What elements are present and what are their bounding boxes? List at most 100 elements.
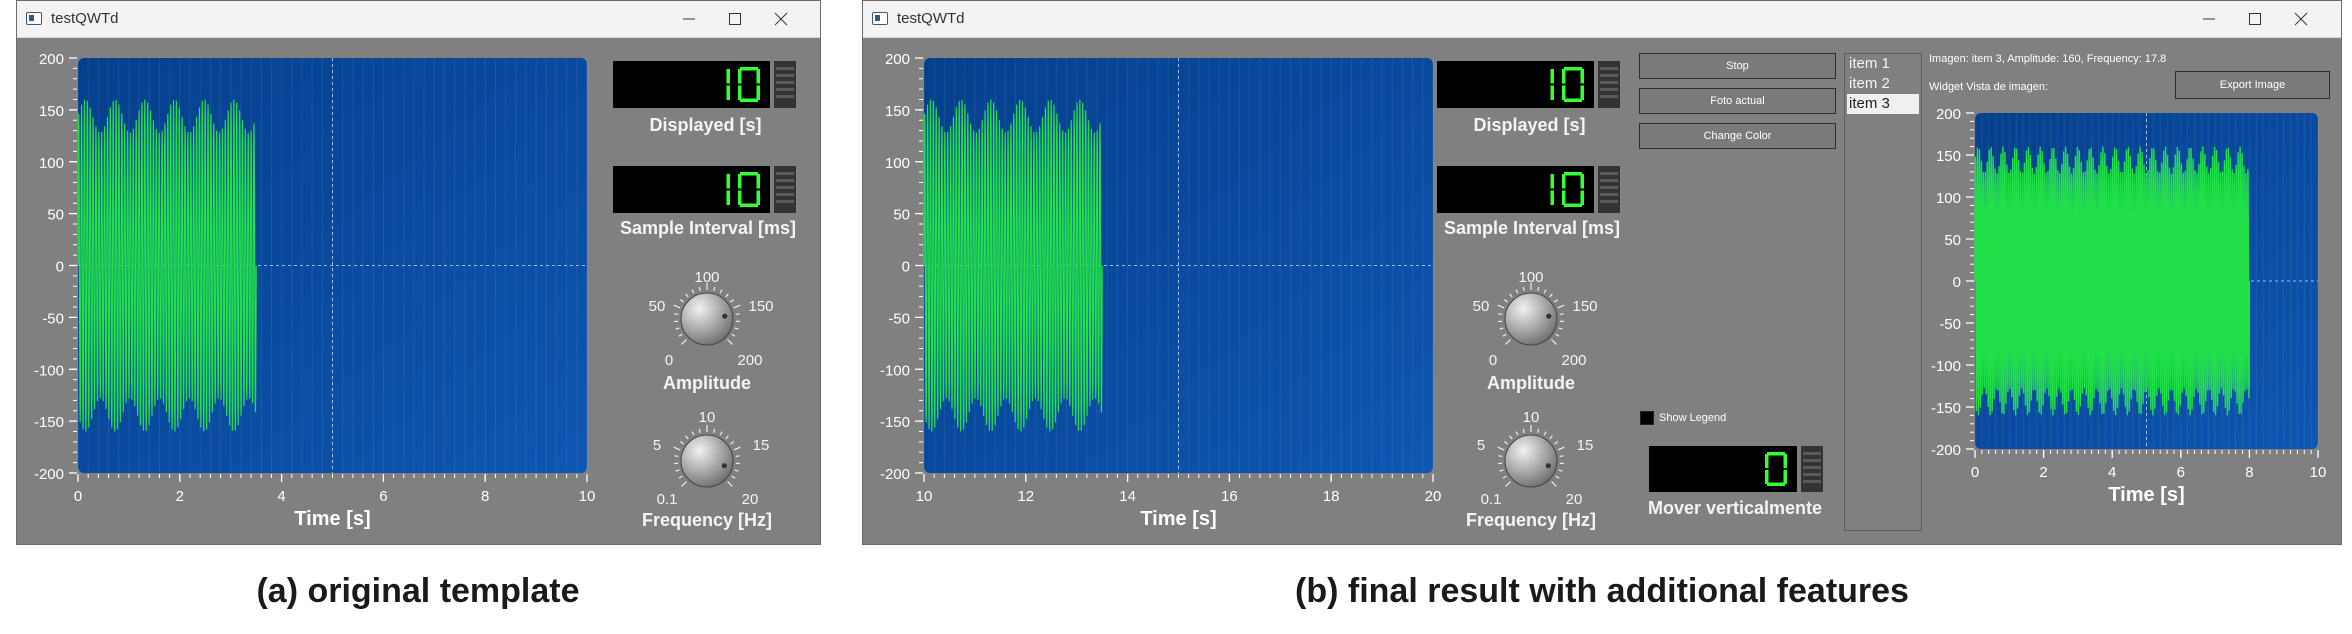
knob-tick [698,428,701,433]
frequency-knob[interactable] [1481,411,1581,511]
knob-tick [727,339,733,345]
y-tick-label: 100 [1936,190,1961,207]
knob-tick [735,313,740,316]
knob-tick [675,469,680,472]
lcd-segment [738,69,742,84]
caption-right: (b) final result with additional feature… [1295,572,1909,610]
widget-label: Widget Vista de imagen: [1929,81,2049,93]
lcd-segment [738,174,742,189]
lcd-segment [740,172,758,176]
knob-tick [1543,289,1547,294]
lcd-stepper-vertical[interactable] [1801,446,1823,492]
item-list[interactable]: item 1 item 2 item 3 [1844,53,1922,531]
knob-tick [679,299,684,303]
knob-tick [731,333,736,337]
amp-tick-0: 0 [1488,352,1498,369]
minimize-button[interactable] [667,1,713,37]
show-legend-checkbox[interactable] [1640,411,1654,425]
knob-tick [674,313,679,316]
minimize-icon [683,18,695,20]
lcd-digit [1562,67,1584,102]
y-tick-label: -100 [880,362,910,379]
amp-tick-150: 150 [748,298,774,315]
knob-tick [681,339,687,345]
lcd-digits [1765,452,1787,486]
knob-tick [731,475,736,479]
knob-tick [1522,428,1525,433]
close-button[interactable] [2279,1,2325,37]
knob-tick [1498,313,1503,316]
lcd-segment [1580,174,1584,189]
left-title-bar: testQWTd [17,1,820,38]
maximize-button[interactable] [2233,1,2279,37]
y-tick-label: 50 [47,207,64,224]
stop-button[interactable]: Stop [1639,53,1836,79]
x-tick-label: 6 [2177,464,2185,481]
knob-tick [730,299,735,303]
change-color-button[interactable]: Change Color [1639,123,1836,149]
y-tick-label: -100 [1931,358,1961,375]
lcd-segment [726,69,730,84]
knob-tick [673,304,681,309]
amplitude-knob[interactable] [1481,269,1581,369]
list-item-selected[interactable]: item 3 [1847,94,1919,114]
x-tick-label: 10 [579,488,596,505]
minimize-button[interactable] [2187,1,2233,37]
knob-tick [698,286,701,291]
left-window-title: testQWTd [51,10,119,27]
y-tick-label: -150 [34,414,64,431]
lcd-segment [1767,452,1785,456]
y-tick-label: -50 [42,310,64,327]
lcd-stepper-interval[interactable] [774,166,796,213]
image-preview-plot: 200 150 100 50 0 -50 -100 -150 -200 0 2 4 6 8 10 Time [… [1931,106,2326,506]
lcd-segment [1562,174,1566,189]
lcd-segment [1783,470,1787,484]
knob-tick [1557,446,1565,451]
displayed-label: Displayed [s] [649,115,762,135]
freq-tick-10: 10 [698,409,716,426]
x-axis-label: Time [s] [1140,508,1216,530]
maximize-button[interactable] [713,1,759,37]
lcd-segment [726,190,730,205]
lcd-segment [1562,190,1566,205]
knob-tick [713,286,716,291]
list-item[interactable]: item 2 [1849,75,1890,92]
x-tick-label: 8 [481,488,489,505]
amp-tick-150: 150 [1572,298,1598,315]
knob-tick [678,475,683,479]
knob-body [1504,434,1558,488]
knob-tick [1497,446,1505,451]
y-tick-label: -200 [1931,442,1961,459]
y-tick-label: 100 [885,155,910,172]
amplitude-knob[interactable] [657,269,757,369]
knob-tick [734,469,739,472]
frequency-knob[interactable] [657,411,757,511]
export-image-button[interactable]: Export Image [2175,71,2330,99]
knob-tick [679,441,684,445]
amplitude-label: Amplitude [663,373,751,393]
lcd-segment [738,85,742,100]
knob-tick [678,333,683,337]
lcd-stepper-displayed[interactable] [774,61,796,108]
x-tick-label: 20 [1425,488,1442,505]
list-item[interactable]: item 1 [1849,55,1890,72]
foto-actual-button[interactable]: Foto actual [1639,88,1836,114]
lcd-stepper-interval[interactable] [1598,166,1620,213]
lcd-vertical [1649,446,1797,492]
knob-tick [1558,469,1563,472]
y-tick-label: -200 [880,466,910,483]
lcd-segment [740,203,758,207]
knob-tick [1555,333,1560,337]
lcd-stepper-displayed[interactable] [1598,61,1620,108]
lcd-segment [726,85,730,100]
knob-tick [725,435,729,440]
close-icon [2294,12,2308,26]
knob-tick [1551,339,1557,345]
close-button[interactable] [759,1,805,37]
amp-tick-200: 200 [1561,352,1587,369]
knob-tick [1551,481,1557,487]
amplitude-label: Amplitude [1487,373,1575,393]
knob-indicator [1546,313,1552,319]
lcd-displayed [1437,61,1594,108]
knob-tick [1549,435,1553,440]
